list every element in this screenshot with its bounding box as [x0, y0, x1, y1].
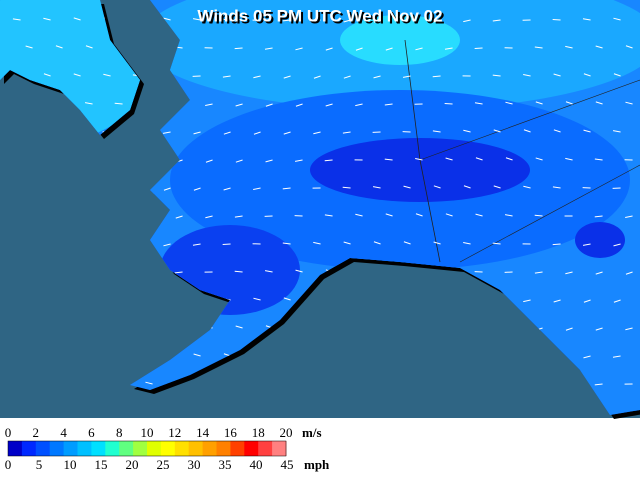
legend-swatch [78, 441, 92, 456]
legend-swatch [133, 441, 147, 456]
legend-swatch [50, 441, 64, 456]
wind-arrow [235, 271, 243, 272]
ms-label: 18 [252, 425, 265, 440]
ms-unit: m/s [302, 425, 322, 440]
mph-label: 45 [281, 457, 294, 472]
ms-label: 2 [33, 425, 40, 440]
mph-label: 35 [219, 457, 232, 472]
wind-arrow [475, 48, 483, 49]
ms-label: 14 [196, 425, 210, 440]
wind-arrow [115, 103, 123, 104]
ms-label: 6 [88, 425, 95, 440]
ms-label: 4 [60, 425, 67, 440]
legend-swatch [217, 441, 231, 456]
legend-swatch [105, 441, 119, 456]
mph-unit: mph [304, 457, 330, 472]
wind-arrow [433, 76, 441, 77]
legend-swatch [244, 441, 258, 456]
wind-arrow [223, 244, 231, 245]
legend-swatch [22, 441, 36, 456]
legend-swatch [147, 441, 161, 456]
ms-label: 0 [5, 425, 12, 440]
legend-swatch [230, 441, 244, 456]
color-legend: 0 2 4 6 8 10 12 14 16 18 20 m/s 0 5 10 15 20 25 30 35 40 45 mp… [5, 425, 330, 472]
wind-arrow [553, 244, 561, 245]
mph-label: 25 [157, 457, 170, 472]
mph-label: 0 [5, 457, 12, 472]
wind-arrow [235, 48, 243, 49]
legend-swatch [64, 441, 78, 456]
wind-arrow [553, 19, 561, 20]
legend-swatch [8, 441, 22, 456]
wind-arrow [445, 103, 453, 104]
wind-arrow [325, 160, 333, 161]
legend-swatch [203, 441, 217, 456]
title: Winds 05 PM UTC Wed Nov 02 [197, 6, 442, 25]
legend-swatch [272, 441, 286, 456]
legend-swatch [91, 441, 105, 456]
ms-label: 10 [141, 425, 154, 440]
legend-swatch [175, 441, 189, 456]
mph-label: 10 [64, 457, 77, 472]
wind-arrow [343, 187, 351, 188]
legend-swatch [258, 441, 272, 456]
legend-swatch [161, 441, 175, 456]
mph-label: 5 [36, 457, 43, 472]
mph-label: 20 [126, 457, 139, 472]
legend-swatch [119, 441, 133, 456]
mph-label: 30 [188, 457, 201, 472]
ms-label: 20 [280, 425, 293, 440]
legend-swatch [36, 441, 50, 456]
legend-swatch [189, 441, 203, 456]
ms-label: 16 [224, 425, 238, 440]
mph-label: 15 [95, 457, 108, 472]
mph-label: 40 [250, 457, 263, 472]
ms-label: 12 [168, 425, 181, 440]
ms-label: 8 [116, 425, 123, 440]
